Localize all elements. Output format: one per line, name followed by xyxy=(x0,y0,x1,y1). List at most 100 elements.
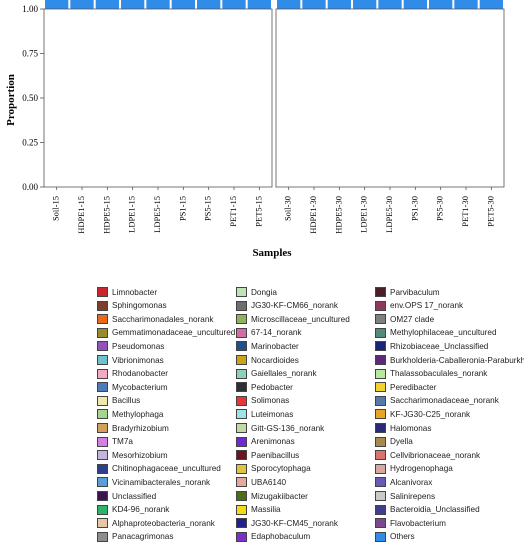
legend-swatch xyxy=(236,463,247,474)
legend-swatch xyxy=(236,491,247,501)
legend-item: KD4-96_norank xyxy=(97,504,169,516)
y-axis-label: Proportion xyxy=(5,74,17,126)
legend-swatch xyxy=(375,341,386,352)
legend-label: Luteimonas xyxy=(251,409,294,419)
legend-item: Vicinamibacterales_norank xyxy=(97,476,210,488)
y-axis-ticks: 0.00 0.25 0.50 0.75 1.00 xyxy=(22,4,44,192)
legend-item: Luteimonas xyxy=(236,408,293,420)
legend-label: Mizugakiibacter xyxy=(251,491,308,501)
legend-label: TM7a xyxy=(112,437,133,447)
legend-label: Panacagrimonas xyxy=(112,532,174,542)
legend-item: JG30-KF-CM66_norank xyxy=(236,300,338,312)
x-tick-label: PET1-15 xyxy=(228,196,238,227)
legend-label: Mycobacterium xyxy=(112,382,168,392)
legend-label: Flavobacterium xyxy=(390,518,446,528)
legend-label: OM27 clade xyxy=(390,314,435,324)
legend-item: Pedobacter xyxy=(236,381,293,393)
legend-swatch xyxy=(375,450,386,461)
legend-label: JG30-KF-CM66_norank xyxy=(251,301,338,311)
legend-item: Dyella xyxy=(375,436,413,448)
x-tick-label: PET5-15 xyxy=(253,196,263,227)
legend-item: Methylophilaceae_uncultured xyxy=(375,327,497,339)
legend-swatch xyxy=(97,368,108,379)
legend-label: Saccharimonadales_norank xyxy=(112,314,214,324)
legend-swatch xyxy=(375,463,386,474)
legend-label: Paenibacillus xyxy=(251,450,300,460)
legend-label: Pedobacter xyxy=(251,382,293,392)
legend-swatch xyxy=(97,355,108,365)
legend-swatch xyxy=(375,491,386,501)
legend-label: Dongia xyxy=(251,287,277,297)
legend-label: Sphingomonas xyxy=(112,301,167,311)
legend-swatch xyxy=(375,531,386,542)
legend-swatch xyxy=(375,436,386,447)
legend-item: Rhodanobacter xyxy=(97,368,168,380)
x-tick-label: HDPE1-30 xyxy=(308,196,318,234)
legend-swatch xyxy=(97,382,108,393)
legend-item: Arenimonas xyxy=(236,436,295,448)
legend-swatch xyxy=(375,477,386,488)
legend-label: Gaiellales_norank xyxy=(251,369,317,379)
legend-item: Sphingomonas xyxy=(97,300,167,312)
legend-label: Unclassified xyxy=(112,491,157,501)
x-tick-label: PET1-30 xyxy=(460,196,470,227)
x-tick-label: LDPE1-15 xyxy=(127,196,137,233)
legend-item: Saccharimonadaceae_norank xyxy=(375,395,499,407)
x-tick-label: Soil-15 xyxy=(51,196,61,221)
legend-item: Panacagrimonas xyxy=(97,531,173,543)
legend-swatch xyxy=(97,341,108,352)
legend-swatch xyxy=(97,300,108,311)
legend-swatch xyxy=(97,477,108,488)
legend-swatch xyxy=(97,423,108,433)
legend-swatch xyxy=(97,450,108,461)
x-tick-label: PS1-15 xyxy=(177,196,187,221)
legend-label: Chitinophagaceae_uncultured xyxy=(112,464,221,474)
legend-label: Rhizobiaceae_Unclassified xyxy=(390,341,489,351)
legend-swatch xyxy=(236,531,247,542)
x-tick-label: LDPE5-30 xyxy=(384,196,394,233)
legend-item: Paenibacillus xyxy=(236,449,299,461)
legend-swatch xyxy=(97,518,108,529)
legend-item: Microscillaceae_uncultured xyxy=(236,313,350,325)
legend-swatch xyxy=(236,314,247,325)
y-tick-label: 0.00 xyxy=(22,182,38,192)
legend-item: env.OPS 17_norank xyxy=(375,300,463,312)
legend-swatch xyxy=(236,423,247,433)
legend-item: TM7a xyxy=(97,436,133,448)
legend-swatch xyxy=(97,287,108,297)
legend-item: Hydrogenophaga xyxy=(375,463,453,475)
legend-label: Pseudomonas xyxy=(112,341,165,351)
legend-label: Saccharimonadaceae_norank xyxy=(390,396,499,406)
legend-swatch xyxy=(375,504,386,515)
legend-item: Flavobacterium xyxy=(375,517,446,529)
legend-item: Gaiellales_norank xyxy=(236,368,317,380)
legend-swatch xyxy=(236,450,247,461)
legend-label: Bacillus xyxy=(112,396,141,406)
legend-swatch xyxy=(236,395,247,406)
legend-label: Limnobacter xyxy=(112,287,158,297)
x-tick-label: HDPE5-15 xyxy=(101,196,111,234)
legend-item: Edaphobaculum xyxy=(236,531,310,543)
legend-item: Salinirepens xyxy=(375,490,435,502)
legend-label: Hydrogenophaga xyxy=(390,464,453,474)
panel-frame xyxy=(275,8,505,188)
legend-item: UBA6140 xyxy=(236,476,286,488)
legend-item: KF-JG30-C25_norank xyxy=(375,408,470,420)
x-tick-label: LDPE1-30 xyxy=(359,196,369,233)
legend-item: Dongia xyxy=(236,286,277,298)
legend-label: Microscillaceae_uncultured xyxy=(251,314,350,324)
legend-swatch xyxy=(236,327,247,338)
legend-item: Unclassified xyxy=(97,490,156,502)
legend-label: Alphaproteobacteria_norank xyxy=(112,518,215,528)
legend-item: Chitinophagaceae_uncultured xyxy=(97,463,221,475)
legend-label: Parvibaculum xyxy=(390,287,440,297)
x-axis-tick-labels: Soil-15 HDPE1-15 HDPE5-15 LDPE1-15 LDPE5-15 P… xyxy=(51,187,495,234)
legend-label: Cellvibrionaceae_norank xyxy=(390,450,481,460)
legend-label: Gemmatimonadaceae_uncultured xyxy=(112,328,236,338)
legend-item: Nocardioides xyxy=(236,354,299,366)
legend-item: Bradyrhizobium xyxy=(97,422,169,434)
legend-swatch xyxy=(375,300,386,311)
legend-item: Halomonas xyxy=(375,422,431,434)
